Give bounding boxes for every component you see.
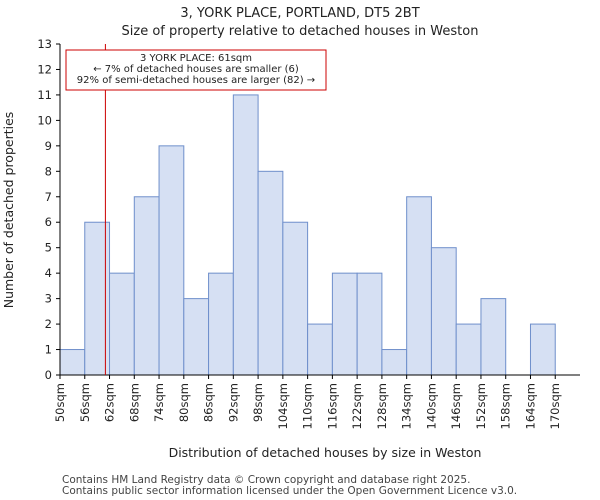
y-tick-label: 0 [45, 368, 52, 382]
x-axis-label: Distribution of detached houses by size … [169, 445, 482, 460]
bar-116sqm [331, 272, 358, 376]
bar-74sqm [158, 145, 185, 376]
x-tick-label: 110sqm [301, 383, 315, 429]
y-tick-label: 11 [37, 88, 52, 102]
x-tick-label: 68sqm [127, 383, 141, 422]
x-tick-label: 152sqm [474, 383, 488, 429]
bar-50sqm [59, 349, 86, 376]
x-tick-label: 134sqm [400, 383, 414, 429]
x-tick-label: 56sqm [78, 383, 92, 422]
x-tick-label: 92sqm [226, 383, 240, 422]
x-tick-label: 50sqm [53, 383, 67, 422]
x-tick-label: 86sqm [202, 383, 216, 422]
axes-group [59, 44, 580, 376]
x-tick-label: 62sqm [103, 383, 117, 422]
bar-164sqm [529, 323, 556, 376]
bar-86sqm [208, 272, 234, 376]
annotation-line-1: 3 YORK PLACE: 61sqm [140, 53, 252, 64]
bar-134sqm [406, 196, 432, 376]
bar-146sqm [455, 323, 482, 376]
bar-98sqm [257, 170, 284, 376]
bar-92sqm [232, 94, 259, 376]
y-tick-label: 12 [37, 62, 52, 76]
bar-128sqm [381, 349, 408, 376]
x-tick-label: 104sqm [276, 383, 290, 429]
x-tick-label: 98sqm [251, 383, 265, 422]
chart-subtitle: Size of property relative to detached ho… [122, 24, 479, 39]
annotation-box: 3 YORK PLACE: 61sqm ← 7% of detached hou… [65, 49, 327, 91]
bar-68sqm [133, 196, 160, 376]
x-tick-label: 116sqm [325, 383, 339, 429]
y-tick-label: 4 [45, 266, 52, 280]
bar-110sqm [307, 323, 333, 376]
chart-title: 3, YORK PLACE, PORTLAND, DT5 2BT [180, 6, 419, 21]
x-ticks-group: 50sqm 56sqm 62sqm 68sqm 74sqm 80sqm 86sqm 92sqm… [53, 375, 562, 429]
x-tick-label: 74sqm [152, 383, 166, 422]
bar-62sqm [109, 272, 135, 376]
y-axis-label: Number of detached properties [1, 112, 16, 309]
x-tick-label: 80sqm [177, 383, 191, 422]
x-tick-label: 140sqm [424, 383, 438, 429]
x-tick-label: 158sqm [499, 383, 513, 429]
bar-104sqm [282, 221, 309, 376]
x-tick-label: 164sqm [523, 383, 537, 429]
y-tick-label: 6 [45, 215, 52, 229]
annotation-line-2: ← 7% of detached houses are smaller (6) [93, 64, 299, 75]
x-tick-label: 170sqm [548, 383, 562, 429]
y-tick-label: 5 [45, 241, 52, 255]
footer-line-2: Contains public sector information licen… [62, 485, 518, 497]
x-tick-label: 122sqm [350, 383, 364, 429]
bar-152sqm [480, 298, 507, 376]
bars-group [59, 94, 556, 376]
x-tick-label: 146sqm [449, 383, 463, 429]
y-tick-label: 13 [37, 37, 52, 51]
y-tick-label: 2 [45, 317, 52, 331]
bar-140sqm [430, 247, 457, 376]
bar-122sqm [356, 272, 383, 376]
y-tick-label: 9 [45, 139, 52, 153]
y-tick-label: 1 [45, 343, 52, 357]
x-tick-label: 128sqm [375, 383, 389, 429]
footer-line-1: Contains HM Land Registry data © Crown c… [62, 474, 471, 486]
histogram-chart: 3, YORK PLACE, PORTLAND, DT5 2BT Size of… [1, 6, 580, 460]
y-tick-label: 7 [45, 190, 52, 204]
annotation-line-3: 92% of semi-detached houses are larger (… [77, 75, 315, 86]
bar-80sqm [183, 298, 210, 376]
y-tick-label: 3 [45, 292, 52, 306]
y-tick-label: 10 [37, 113, 52, 127]
y-tick-label: 8 [45, 164, 52, 178]
annotation-border [65, 49, 327, 91]
